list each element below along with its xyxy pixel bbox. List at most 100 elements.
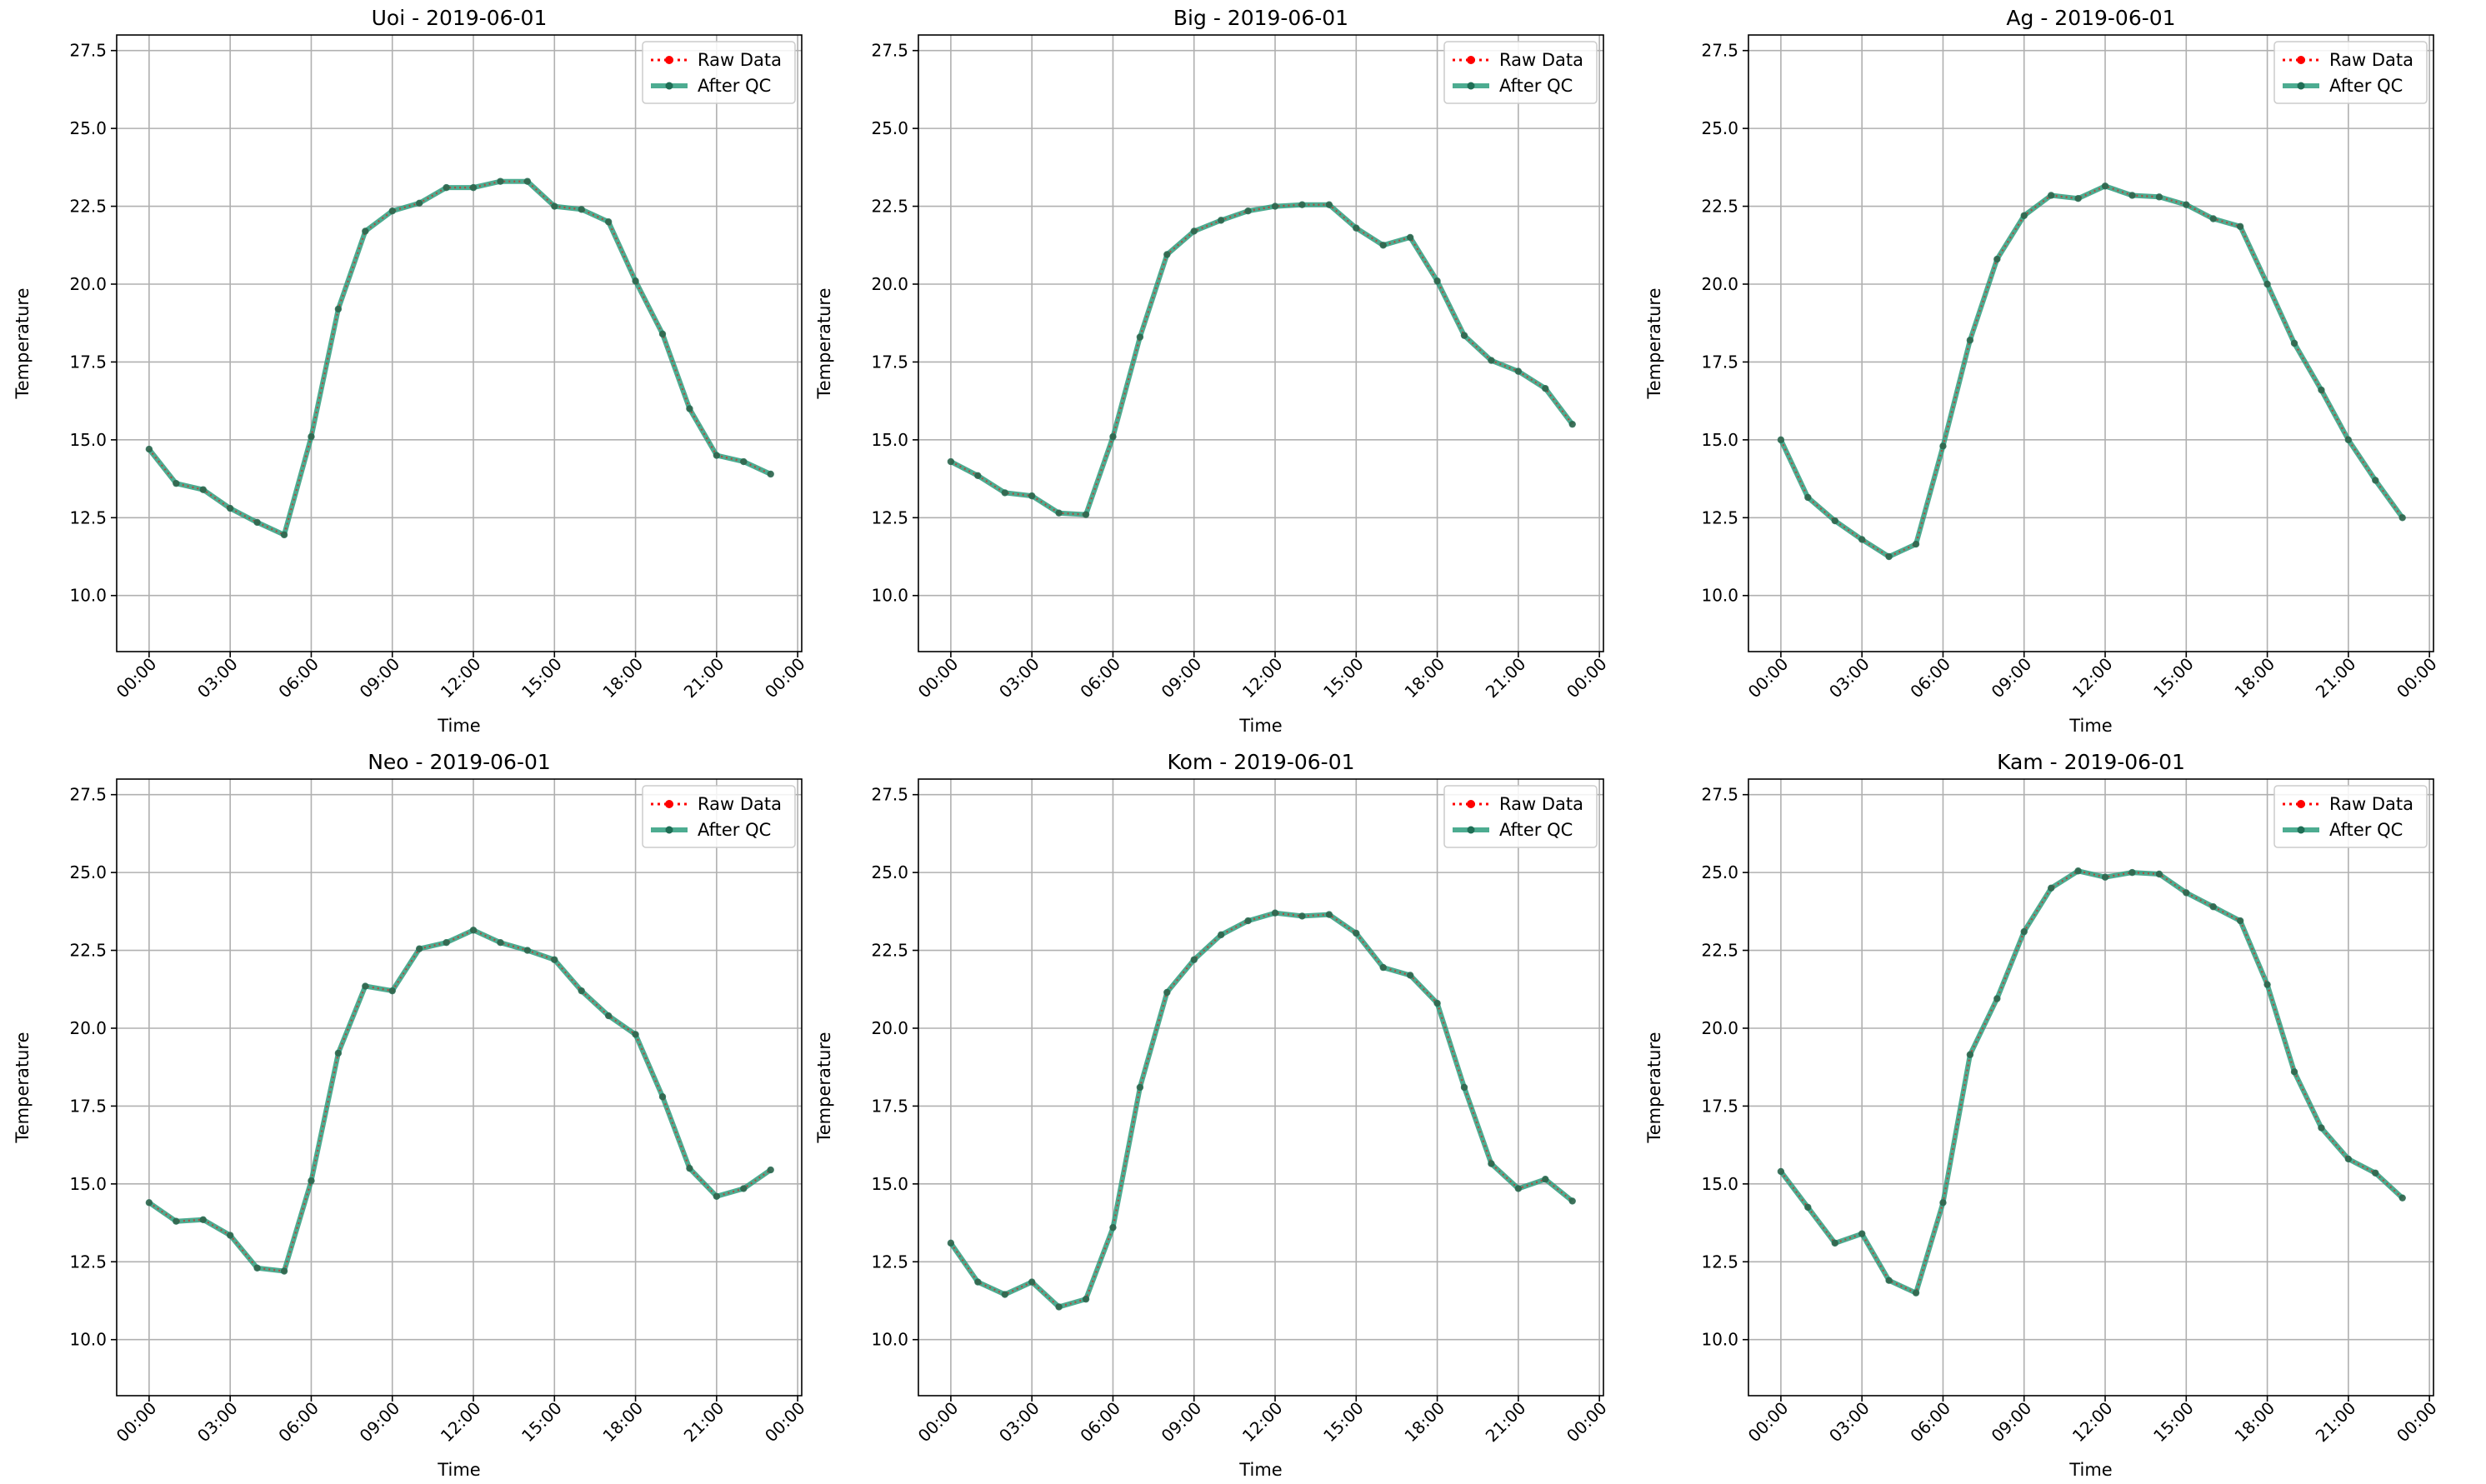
x-tick-label: 09:00 xyxy=(1158,1398,1206,1447)
y-tick-label: 17.5 xyxy=(69,1096,107,1116)
data-point-after-qc xyxy=(1001,1291,1008,1298)
data-point-after-qc xyxy=(1939,442,1947,450)
data-point-after-qc xyxy=(1136,1083,1144,1092)
x-tick-label: 21:00 xyxy=(2312,1398,2360,1447)
data-point-after-qc xyxy=(1353,929,1360,937)
data-point-after-qc xyxy=(308,1177,315,1185)
x-axis-label: Time xyxy=(1238,716,1282,736)
data-point-after-qc xyxy=(226,1232,234,1239)
data-point-after-qc xyxy=(1136,333,1144,341)
data-point-after-qc xyxy=(253,518,261,527)
y-axis-label: Temperature xyxy=(1644,287,1664,399)
legend-label-raw-data: Raw Data xyxy=(2329,50,2413,70)
data-point-after-qc xyxy=(1190,227,1198,235)
x-tick-label: 09:00 xyxy=(1158,654,1206,702)
data-point-after-qc xyxy=(713,1192,721,1201)
data-point-after-qc xyxy=(2047,884,2055,892)
data-point-after-qc xyxy=(1406,972,1414,979)
x-axis-label: Time xyxy=(2068,716,2112,736)
data-point-after-qc xyxy=(2047,192,2055,199)
y-tick-label: 12.5 xyxy=(69,1252,107,1272)
y-tick-label: 27.5 xyxy=(1701,785,1738,805)
data-point-after-qc xyxy=(199,486,207,493)
data-point-after-qc xyxy=(469,183,478,192)
x-tick-label: 09:00 xyxy=(1988,654,2036,702)
data-point-after-qc xyxy=(280,1267,288,1275)
legend-marker-raw-data xyxy=(1467,800,1475,808)
y-tick-label: 17.5 xyxy=(871,1096,908,1116)
data-point-after-qc xyxy=(2020,212,2028,219)
x-tick-label: 00:00 xyxy=(761,1398,809,1447)
data-point-after-qc xyxy=(686,1164,693,1172)
data-point-after-qc xyxy=(1514,367,1523,375)
y-tick-label: 17.5 xyxy=(1701,352,1738,372)
data-point-after-qc xyxy=(2263,280,2271,288)
y-tick-label: 12.5 xyxy=(871,507,908,527)
x-tick-label: 12:00 xyxy=(2068,654,2117,702)
y-tick-label: 10.0 xyxy=(69,1330,107,1350)
data-point-after-qc xyxy=(1568,420,1576,428)
data-point-after-qc xyxy=(497,939,504,947)
data-point-after-qc xyxy=(2209,215,2217,222)
data-point-after-qc xyxy=(1244,917,1252,925)
y-tick-label: 25.0 xyxy=(871,118,908,138)
y-tick-label: 17.5 xyxy=(1701,1096,1738,1116)
axes-frame xyxy=(918,34,1604,652)
data-point-after-qc xyxy=(1001,489,1008,497)
y-axis-label: Temperature xyxy=(1644,1032,1664,1143)
data-point-after-qc xyxy=(497,177,504,185)
x-tick-label: 21:00 xyxy=(2312,654,2360,702)
data-point-after-qc xyxy=(2183,889,2190,897)
x-tick-label: 00:00 xyxy=(1744,1398,1793,1447)
series-line-after-qc xyxy=(148,927,773,1274)
data-point-after-qc xyxy=(253,1264,261,1272)
y-tick-label: 27.5 xyxy=(871,785,908,805)
data-point-after-qc xyxy=(1325,911,1333,918)
data-point-after-qc xyxy=(947,1239,955,1247)
x-tick-label: 12:00 xyxy=(1238,654,1287,702)
data-point-after-qc xyxy=(974,472,982,480)
y-axis-label: Temperature xyxy=(814,1032,834,1143)
x-tick-label: 15:00 xyxy=(1319,1398,1368,1447)
data-point-after-qc xyxy=(1804,1203,1812,1212)
x-tick-label: 21:00 xyxy=(1482,1398,1530,1447)
data-point-after-qc xyxy=(1406,233,1414,242)
x-tick-label: 18:00 xyxy=(2230,654,2278,702)
data-point-after-qc xyxy=(632,277,639,285)
y-tick-label: 22.5 xyxy=(69,941,107,961)
x-tick-label: 12:00 xyxy=(2068,1398,2117,1447)
data-point-after-qc xyxy=(1163,988,1171,997)
data-point-after-qc xyxy=(1858,536,1866,543)
x-tick-label: 00:00 xyxy=(2393,1398,2441,1447)
data-point-after-qc xyxy=(2398,1194,2406,1202)
x-tick-label: 18:00 xyxy=(1400,1398,1448,1447)
x-axis-label: Time xyxy=(2068,1460,2112,1480)
legend-marker-after-qc xyxy=(2297,826,2305,834)
y-tick-label: 12.5 xyxy=(1701,507,1738,527)
chart-panel: 10.0 12.5 15.0 17.5 20.0 22.5 25.0 27.5 00:00 03:… xyxy=(1644,6,2441,736)
data-point-after-qc xyxy=(1298,912,1306,920)
x-tick-label: 03:00 xyxy=(193,1398,242,1447)
y-tick-label: 25.0 xyxy=(69,862,107,882)
data-point-after-qc xyxy=(2236,222,2244,231)
data-point-after-qc xyxy=(1379,242,1387,249)
data-point-after-qc xyxy=(1379,963,1387,972)
x-tick-label: 12:00 xyxy=(1238,1398,1287,1447)
y-tick-label: 10.0 xyxy=(1701,1330,1738,1350)
series-line-raw-data xyxy=(950,203,1573,516)
data-point-after-qc xyxy=(362,982,369,990)
series-line-after-qc xyxy=(147,178,772,537)
series-line-after-qc xyxy=(1778,868,2404,1296)
data-point-after-qc xyxy=(1514,1185,1523,1192)
x-tick-label: 09:00 xyxy=(356,654,404,702)
y-tick-label: 22.5 xyxy=(1701,941,1738,961)
data-point-after-qc xyxy=(767,1166,774,1174)
x-tick-label: 15:00 xyxy=(518,654,566,702)
x-tick-label: 15:00 xyxy=(2149,654,2198,702)
chart-panel: 10.0 12.5 15.0 17.5 20.0 22.5 25.0 27.5 00:00 03:… xyxy=(1644,750,2441,1480)
data-point-after-qc xyxy=(1433,999,1441,1007)
legend-marker-raw-data xyxy=(665,56,673,64)
axes-frame xyxy=(116,34,803,652)
chart-title: Uoi - 2019-06-01 xyxy=(372,6,548,30)
